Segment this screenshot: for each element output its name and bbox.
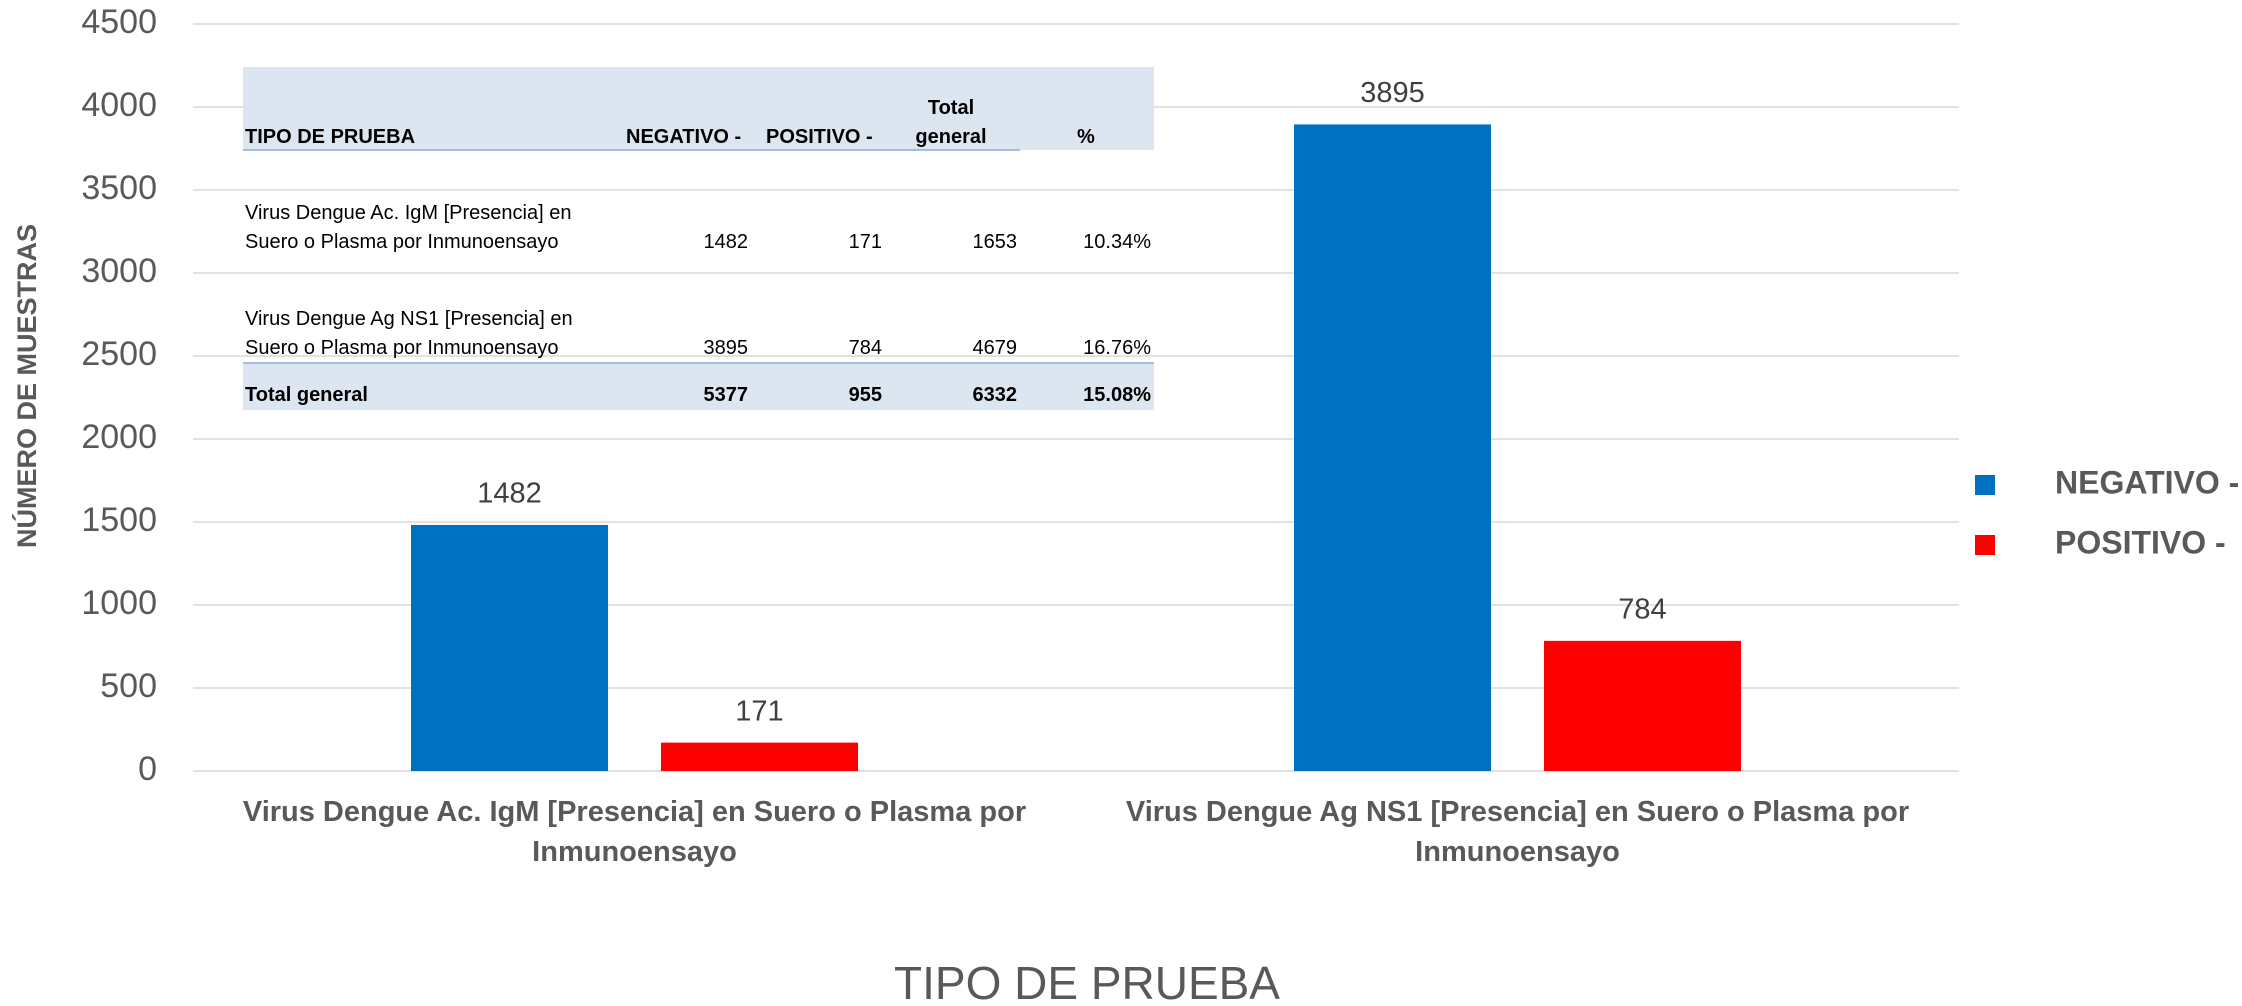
bar xyxy=(1544,640,1741,771)
y-tick-label: 1500 xyxy=(81,501,157,539)
y-axis-title: NÚMERO DE MUESTRAS xyxy=(11,224,42,548)
bar xyxy=(411,524,608,771)
y-tick-label: 0 xyxy=(138,750,157,788)
table-cell: 16.76% xyxy=(1083,337,1151,359)
data-label: 171 xyxy=(735,695,783,727)
table-total-bg xyxy=(243,363,1154,410)
table-cell: 10.34% xyxy=(1083,231,1151,253)
table-total-cell: 15.08% xyxy=(1083,384,1151,406)
y-tick-label: 4000 xyxy=(81,86,157,124)
table-total-cell: 6332 xyxy=(972,384,1018,406)
table-cell: 3895 xyxy=(703,337,749,359)
x-tick-label: Virus Dengue Ag NS1 [Presencia] en Suero… xyxy=(1125,796,1910,868)
table-cell: 1653 xyxy=(972,231,1018,253)
y-tick-label: 2000 xyxy=(81,418,157,456)
data-label: 3895 xyxy=(1360,77,1425,109)
y-tick-label: 4500 xyxy=(81,3,157,41)
data-label: 1482 xyxy=(477,478,542,510)
legend-swatch xyxy=(1975,475,1995,495)
data-label: 784 xyxy=(1618,594,1666,626)
legend-label: NEGATIVO - xyxy=(2055,464,2239,500)
table-total-cell: 955 xyxy=(848,384,882,406)
table-header-bg xyxy=(243,67,1154,150)
bar xyxy=(661,742,858,771)
table-cell: 1482 xyxy=(703,231,749,253)
y-tick-label: 3500 xyxy=(81,169,157,207)
table-header: TIPO DE PRUEBA xyxy=(245,126,416,148)
table-total-cell: Total general xyxy=(245,384,368,406)
legend-label: POSITIVO - xyxy=(2055,524,2226,560)
y-tick-label: 500 xyxy=(100,667,157,705)
y-tick-label: 2500 xyxy=(81,335,157,373)
y-tick-label: 1000 xyxy=(81,584,157,622)
table-header: NEGATIVO - xyxy=(626,126,742,148)
table-header: % xyxy=(1077,126,1095,148)
bar xyxy=(1294,124,1491,772)
x-tick-label: Virus Dengue Ac. IgM [Presencia] en Suer… xyxy=(242,796,1027,868)
y-tick-label: 3000 xyxy=(81,252,157,290)
table-cell: 171 xyxy=(848,231,882,253)
table-cell: 4679 xyxy=(972,337,1018,359)
table-header: Total general xyxy=(915,97,987,148)
table-cell: 784 xyxy=(848,337,882,359)
x-axis-title: TIPO DE PRUEBA xyxy=(894,957,1280,1006)
legend-swatch xyxy=(1975,535,1995,555)
table-cell: Virus Dengue Ac. IgM [Presencia] en Suer… xyxy=(245,202,572,253)
table-cell: Virus Dengue Ag NS1 [Presencia] en Suero… xyxy=(245,308,573,359)
table-header: POSITIVO - xyxy=(766,126,873,148)
table-total-cell: 5377 xyxy=(703,384,749,406)
